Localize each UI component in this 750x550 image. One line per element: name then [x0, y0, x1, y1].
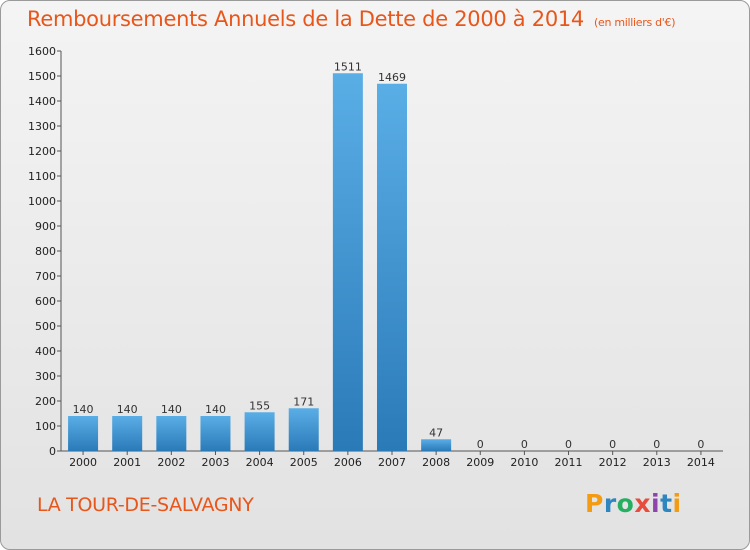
logo-letter: x	[634, 489, 651, 518]
y-tick-label: 900	[35, 220, 56, 233]
value-label-2011: 0	[565, 438, 572, 451]
x-tick-label-2007: 2007	[378, 456, 406, 469]
x-tick-label-2009: 2009	[466, 456, 494, 469]
y-tick-label: 300	[35, 370, 56, 383]
value-label-2008: 47	[429, 426, 443, 439]
value-label-2014: 0	[697, 438, 704, 451]
x-tick-label-2008: 2008	[422, 456, 450, 469]
bar-2006	[332, 73, 363, 451]
bar-2008	[421, 439, 452, 451]
y-tick-label: 700	[35, 270, 56, 283]
y-tick-label: 400	[35, 345, 56, 358]
chart-title: Remboursements Annuels de la Dette de 20…	[27, 7, 676, 31]
value-label-2000: 140	[73, 403, 94, 416]
bar-2005	[288, 408, 319, 451]
y-tick-label: 1500	[28, 70, 56, 83]
bar-2000	[68, 416, 99, 451]
value-label-2010: 0	[521, 438, 528, 451]
y-tick-label: 1400	[28, 95, 56, 108]
x-tick-label-2010: 2010	[510, 456, 538, 469]
logo-letter: P	[585, 489, 604, 518]
value-label-2002: 140	[161, 403, 182, 416]
city-label: LA TOUR-DE-SALVAGNY	[37, 494, 254, 516]
value-label-2006: 1511	[334, 60, 362, 73]
value-label-2007: 1469	[378, 71, 406, 84]
y-tick-label: 1000	[28, 195, 56, 208]
y-tick-label: 1100	[28, 170, 56, 183]
x-tick-label-2000: 2000	[69, 456, 97, 469]
x-tick-label-2003: 2003	[201, 456, 229, 469]
logo-letter: t	[660, 489, 673, 518]
bar-2001	[112, 416, 143, 451]
x-tick-label-2013: 2013	[643, 456, 671, 469]
y-tick-label: 1600	[28, 45, 56, 58]
y-tick-label: 100	[35, 420, 56, 433]
y-tick-label: 800	[35, 245, 56, 258]
value-label-2003: 140	[205, 403, 226, 416]
value-label-2001: 140	[117, 403, 138, 416]
y-tick-label: 1300	[28, 120, 56, 133]
y-tick-label: 200	[35, 395, 56, 408]
y-tick-label: 0	[49, 445, 56, 458]
value-label-2013: 0	[653, 438, 660, 451]
chart-unit: (en milliers d'€)	[594, 16, 676, 29]
value-label-2004: 155	[249, 399, 270, 412]
value-label-2009: 0	[477, 438, 484, 451]
logo-letter: i	[672, 489, 682, 518]
logo-letter: r	[603, 489, 617, 518]
x-tick-label-2014: 2014	[687, 456, 715, 469]
logo-letter: o	[616, 489, 635, 518]
x-tick-label-2011: 2011	[555, 456, 583, 469]
bar-2004	[244, 412, 275, 451]
x-tick-label-2002: 2002	[157, 456, 185, 469]
bar-2003	[200, 416, 231, 451]
value-label-2012: 0	[609, 438, 616, 451]
x-tick-label-2012: 2012	[599, 456, 627, 469]
bar-2007	[377, 83, 407, 451]
y-tick-label: 1200	[28, 145, 56, 158]
value-label-2005: 171	[293, 395, 314, 408]
logo-letter: i	[651, 489, 661, 518]
x-tick-label-2006: 2006	[334, 456, 362, 469]
x-tick-label-2005: 2005	[290, 456, 318, 469]
y-tick-label: 600	[35, 295, 56, 308]
y-tick-label: 500	[35, 320, 56, 333]
x-tick-label-2001: 2001	[113, 456, 141, 469]
bar-2002	[156, 416, 187, 451]
x-tick-label-2004: 2004	[246, 456, 274, 469]
proxiti-logo: Proxiti	[585, 489, 682, 518]
